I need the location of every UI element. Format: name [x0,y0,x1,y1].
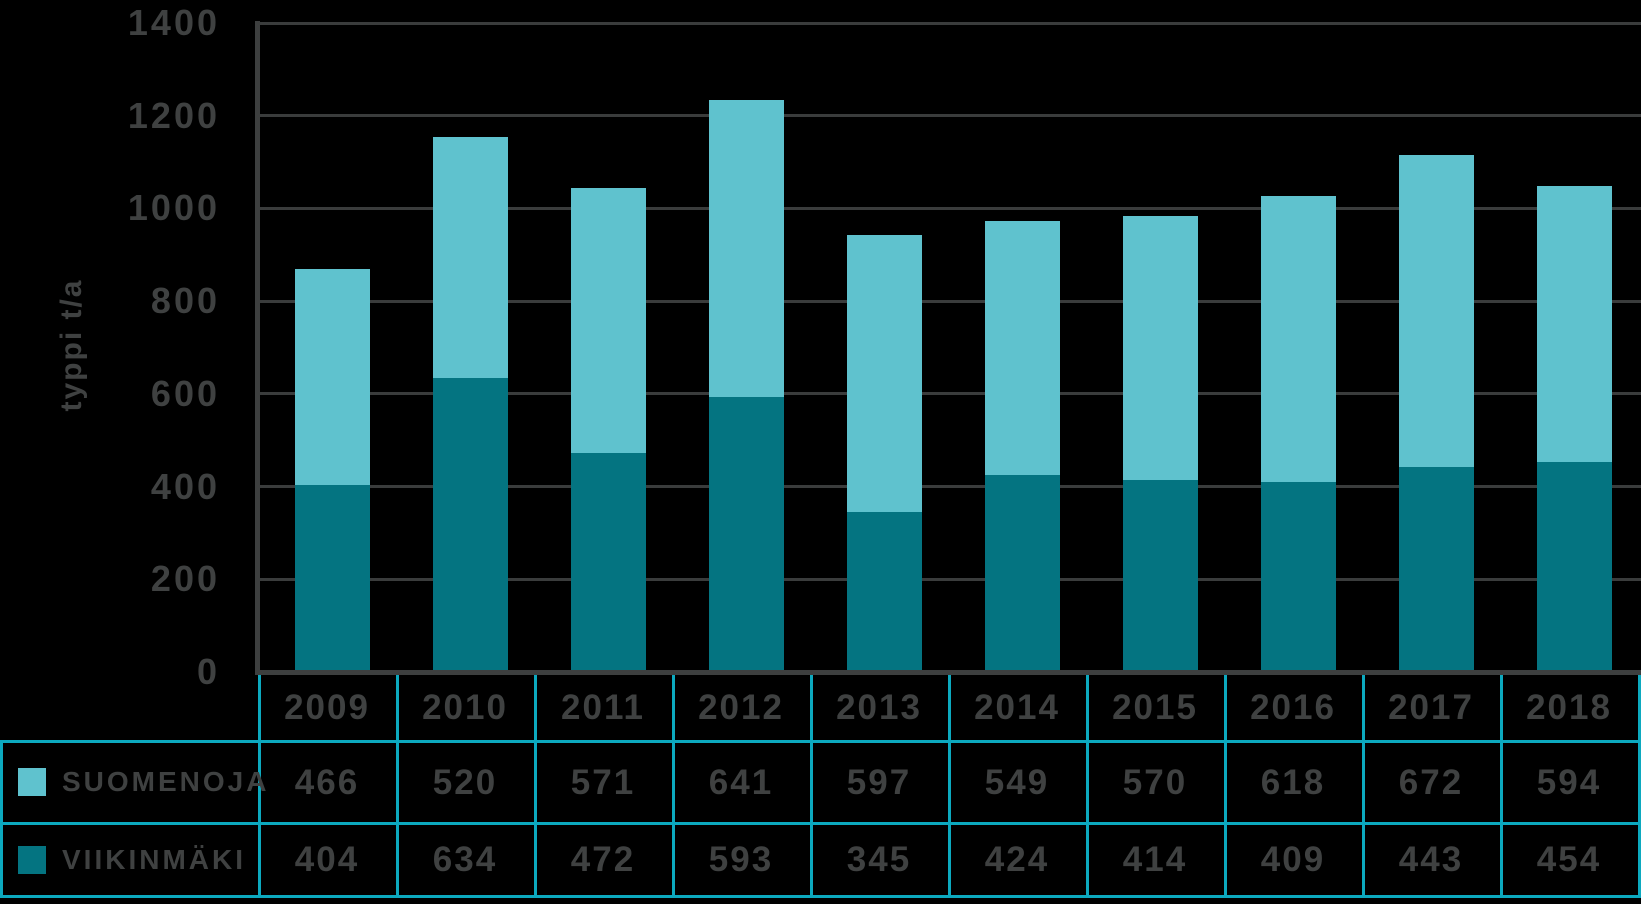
table-horizontal-border-0 [0,740,1641,743]
gridline-200 [258,577,1641,581]
viikinmaki-value-cell-2014: 424 [984,840,1050,879]
table-column-border-3 [672,675,675,898]
y-tick-label-400: 400 [150,465,220,507]
viikinmaki-value-cell-2011: 472 [570,840,636,879]
viikinmaki-value-cell-2010: 634 [432,840,498,879]
viikinmaki-value-cell-2012: 593 [708,840,774,879]
year-header-cell-2016: 2016 [1250,688,1336,727]
table-column-border-2 [534,675,537,898]
suomenoja-value-cell-2011: 571 [570,763,636,802]
bar-segment-viikinmaki-2012 [708,397,784,672]
year-header-cell-2017: 2017 [1388,688,1474,727]
table-column-border-7 [1224,675,1227,898]
y-tick-label-0: 0 [196,651,220,692]
table-column-border-left-of-years [258,675,261,898]
table-column-border-10 [1638,675,1641,898]
y-tick-label-1000: 1000 [127,187,220,229]
table-column-border-4 [810,675,813,898]
gridline-600 [258,392,1641,396]
year-header-cell-2015: 2015 [1112,688,1198,727]
year-header-cell-2011: 2011 [561,688,645,727]
gridline-1200 [258,114,1641,118]
bar-segment-suomenoja-2016 [1260,195,1336,483]
gridline-800 [258,299,1641,303]
bar-segment-viikinmaki-2009 [294,484,370,672]
suomenoja-value-cell-2010: 520 [432,763,498,802]
bar-segment-viikinmaki-2014 [984,475,1060,672]
year-header-cell-2018: 2018 [1526,688,1612,727]
table-column-border-9 [1500,675,1503,898]
gridline-1400 [258,21,1641,25]
table-horizontal-border-1 [0,822,1641,825]
y-tick-label-1200: 1200 [127,94,220,136]
year-header-cell-2012: 2012 [698,688,784,727]
viikinmaki-value-cell-2015: 414 [1122,840,1188,879]
viikinmaki-value-cell-2013: 345 [846,840,912,879]
viikinmaki-value-cell-2009: 404 [294,840,360,879]
bar-segment-viikinmaki-2015 [1122,480,1198,672]
year-header-cell-2010: 2010 [422,688,508,727]
suomenoja-value-cell-2016: 618 [1260,763,1326,802]
bar-segment-suomenoja-2014 [984,220,1060,476]
y-tick-label-600: 600 [150,372,220,414]
suomenoja-value-cell-2009: 466 [294,763,360,802]
bar-segment-viikinmaki-2013 [846,512,922,672]
bar-segment-suomenoja-2013 [846,235,922,513]
suomenoja-value-cell-2015: 570 [1122,763,1188,802]
suomenoja-value-cell-2014: 549 [984,763,1050,802]
year-header-cell-2014: 2014 [974,688,1060,727]
bar-segment-suomenoja-2010 [432,137,508,379]
y-tick-label-200: 200 [150,558,220,600]
bar-segment-suomenoja-2011 [570,188,646,454]
bar-segment-viikinmaki-2010 [432,378,508,672]
bar-segment-suomenoja-2009 [294,268,370,485]
bar-segment-suomenoja-2017 [1398,155,1474,467]
y-tick-label-1400: 1400 [127,2,220,43]
bar-segment-viikinmaki-2017 [1398,466,1474,672]
table-column-border-5 [948,675,951,898]
legend-label-suomenoja: SUOMENOJA [62,766,270,797]
legend-label-viikinmaki: VIIKINMÄKI [62,844,246,875]
bar-segment-viikinmaki-2018 [1536,461,1612,672]
table-horizontal-border-2 [0,895,1641,898]
viikinmaki-value-cell-2016: 409 [1260,840,1326,879]
gridline-1000 [258,206,1641,210]
table-column-border-6 [1086,675,1089,898]
viikinmaki-value-cell-2018: 454 [1536,840,1602,879]
legend-swatch-viikinmaki [18,846,46,874]
suomenoja-value-cell-2018: 594 [1536,763,1602,802]
bar-segment-viikinmaki-2011 [570,453,646,672]
y-axis-line [255,21,260,672]
legend-swatch-suomenoja [18,768,46,796]
x-axis-line [255,670,1641,675]
bar-segment-suomenoja-2018 [1536,186,1612,462]
year-header-cell-2013: 2013 [836,688,922,727]
table-column-border-8 [1362,675,1365,898]
bar-segment-viikinmaki-2016 [1260,482,1336,672]
suomenoja-value-cell-2013: 597 [846,763,912,802]
suomenoja-value-cell-2017: 672 [1398,763,1464,802]
viikinmaki-value-cell-2017: 443 [1398,840,1464,879]
year-header-cell-2009: 2009 [284,688,370,727]
bar-segment-suomenoja-2012 [708,99,784,398]
y-tick-label-800: 800 [150,280,220,322]
table-left-border [0,740,3,898]
gridline-400 [258,485,1641,489]
bar-segment-suomenoja-2015 [1122,215,1198,481]
table-column-border-1 [396,675,399,898]
suomenoja-value-cell-2012: 641 [708,763,774,802]
